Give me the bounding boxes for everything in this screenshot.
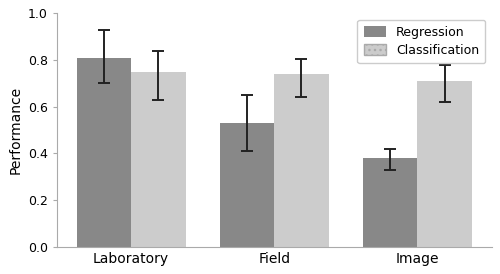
Bar <box>131 72 186 247</box>
Bar <box>363 158 418 247</box>
Bar <box>274 74 328 247</box>
Y-axis label: Performance: Performance <box>8 86 22 174</box>
Bar <box>418 81 472 247</box>
Bar <box>220 123 274 247</box>
Legend: Regression, Classification: Regression, Classification <box>358 19 486 63</box>
Bar <box>76 58 131 247</box>
